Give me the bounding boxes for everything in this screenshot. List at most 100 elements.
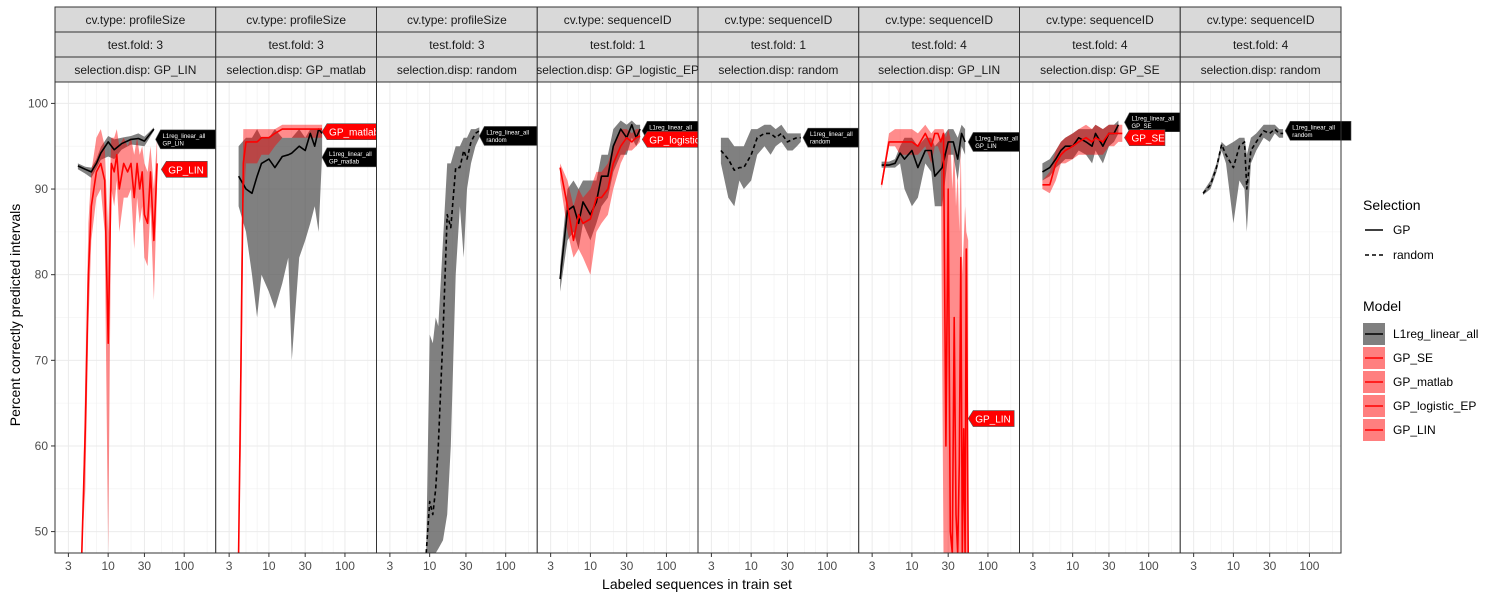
ribbon-L1reg_linear_all	[1042, 120, 1119, 181]
facet-strip-label: selection.disp: GP_LIN	[878, 63, 1000, 77]
direct-label-text: GP_logistic_EP	[649, 135, 719, 146]
x-tick-label: 100	[335, 559, 355, 573]
x-tick-label: 100	[817, 559, 837, 573]
x-tick-label: 100	[1139, 559, 1159, 573]
facet-strip	[1019, 6, 1181, 33]
y-tick-label: 90	[35, 182, 49, 196]
facet-strip	[54, 6, 217, 33]
facet-strip-label: cv.type: sequenceID	[1207, 13, 1315, 27]
direct-label-text: GP_LIN	[975, 415, 1011, 426]
direct-label-text: random	[486, 138, 506, 144]
direct-label-text: GP_SE	[1131, 134, 1165, 145]
direct-label-text: random	[1292, 133, 1312, 139]
facet-strip-label: test.fold: 4	[1072, 38, 1128, 52]
panel: L1reg_linear_allGP_logistic_EPGP_logisti…	[536, 6, 733, 573]
x-tick-label: 10	[744, 559, 758, 573]
x-tick-label: 3	[869, 559, 876, 573]
x-tick-label: 30	[299, 559, 313, 573]
panel-data	[559, 120, 641, 292]
x-tick-label: 3	[387, 559, 394, 573]
series-line-GP_logistic_EP	[559, 135, 641, 242]
ribbon-L1reg_linear_all	[720, 124, 801, 207]
direct-label-text: GP_LIN	[168, 165, 204, 176]
legend-label-GP_LIN: GP_LIN	[1393, 423, 1436, 437]
direct-label-text: GP_SE	[1131, 124, 1151, 130]
x-tick-label: 100	[978, 559, 998, 573]
facet-strip	[215, 6, 377, 33]
x-tick-label: 30	[781, 559, 795, 573]
series-line-L1reg_linear_all	[1202, 128, 1284, 194]
facet-strip-label: cv.type: profileSize	[85, 13, 185, 27]
facet-strip-label: selection.disp: random	[397, 63, 517, 77]
legend-title-model: Model	[1363, 298, 1401, 314]
facet-strip-label: selection.disp: random	[718, 63, 838, 77]
panel-data	[77, 127, 158, 553]
x-tick-label: 30	[138, 559, 152, 573]
panel-data	[720, 124, 801, 207]
facet-strip	[536, 6, 699, 33]
direct-label-text: L1reg_linear_all	[1292, 125, 1335, 131]
facet-strip-label: test.fold: 4	[1233, 38, 1289, 52]
direct-label-box	[1124, 129, 1166, 146]
direct-label-text: L1reg_linear_all	[810, 132, 853, 138]
x-tick-label: 3	[708, 559, 715, 573]
facet-strip-label: selection.disp: GP_matlab	[226, 63, 366, 77]
x-tick-label: 100	[656, 559, 676, 573]
facet-strip	[1179, 6, 1342, 33]
direct-label-text: GP_LIN	[163, 141, 184, 147]
facet-strip	[697, 31, 860, 58]
series-line-L1reg_linear_all	[77, 128, 155, 173]
facet-strip-label: cv.type: sequenceID	[724, 13, 832, 27]
facet-strip-label: cv.type: sequenceID	[564, 13, 672, 27]
x-tick-label: 30	[620, 559, 634, 573]
panel-labels: L1reg_linear_all GP_LIN GP_LIN	[967, 132, 1035, 427]
facet-strip	[1179, 31, 1342, 58]
x-tick-label: 10	[1066, 559, 1080, 573]
panel-data	[425, 127, 480, 553]
chart-axes: Labeled sequences in train set Percent c…	[7, 96, 792, 592]
x-tick-label: 30	[459, 559, 473, 573]
facet-strip	[376, 31, 538, 58]
facet-strip-label: test.fold: 3	[429, 38, 485, 52]
facet-strip-label: test.fold: 4	[911, 38, 967, 52]
series-line-L1reg_linear_all	[237, 128, 323, 195]
panel-data	[880, 124, 969, 553]
direct-label-box	[967, 410, 1015, 427]
facet-strip	[1019, 31, 1181, 58]
panel-data	[1202, 124, 1284, 232]
series-line-L1reg_linear_all	[425, 130, 480, 553]
x-tick-label: 10	[905, 559, 919, 573]
direct-label-text: L1reg_linear_all	[486, 130, 529, 136]
legend-label-random: random	[1393, 248, 1434, 262]
x-tick-label: 10	[1227, 559, 1241, 573]
ribbon-GP_LIN	[81, 129, 158, 553]
series-line-L1reg_linear_all	[559, 124, 641, 280]
ribbon-L1reg_linear_all	[77, 127, 154, 178]
legend-label-GP: GP	[1393, 223, 1410, 237]
facet-strip	[858, 56, 1020, 83]
ribbon-L1reg_linear_all	[560, 120, 641, 292]
direct-label-text: L1reg_linear_all	[163, 134, 206, 140]
facet-strip	[54, 56, 217, 83]
legend-label-GP_logistic_EP: GP_logistic_EP	[1393, 399, 1476, 413]
direct-label-text: GP_matlab	[329, 159, 360, 165]
x-tick-label: 30	[1102, 559, 1116, 573]
y-tick-label: 50	[35, 525, 49, 539]
direct-label-box	[1284, 121, 1352, 141]
x-tick-label: 3	[226, 559, 233, 573]
facet-strip-label: selection.disp: GP_logistic_EP	[536, 63, 699, 77]
x-axis-title: Labeled sequences in train set	[602, 576, 792, 592]
series-line-GP_LIN	[880, 132, 969, 553]
direct-label-text: GP_matlab	[329, 128, 379, 139]
facet-strip-label: selection.disp: GP_SE	[1040, 63, 1159, 77]
x-tick-label: 30	[942, 559, 956, 573]
ribbon-GP_logistic_EP	[560, 129, 641, 275]
facet-strip-label: test.fold: 3	[268, 38, 324, 52]
direct-label-text: L1reg_linear_all	[1131, 117, 1174, 123]
